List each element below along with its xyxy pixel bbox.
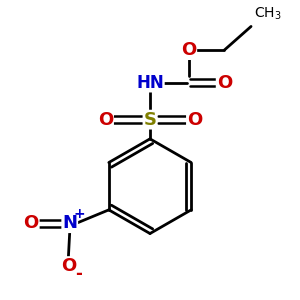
- Text: O: O: [181, 41, 196, 59]
- Text: N: N: [62, 214, 77, 232]
- Text: O: O: [23, 214, 39, 232]
- Text: HN: HN: [136, 74, 164, 92]
- Text: O: O: [61, 257, 76, 275]
- Text: S: S: [143, 111, 157, 129]
- Text: +: +: [74, 207, 85, 221]
- Text: O: O: [187, 111, 202, 129]
- Text: -: -: [75, 266, 82, 284]
- Text: O: O: [98, 111, 113, 129]
- Text: O: O: [217, 74, 232, 92]
- Text: CH$_3$: CH$_3$: [254, 6, 282, 22]
